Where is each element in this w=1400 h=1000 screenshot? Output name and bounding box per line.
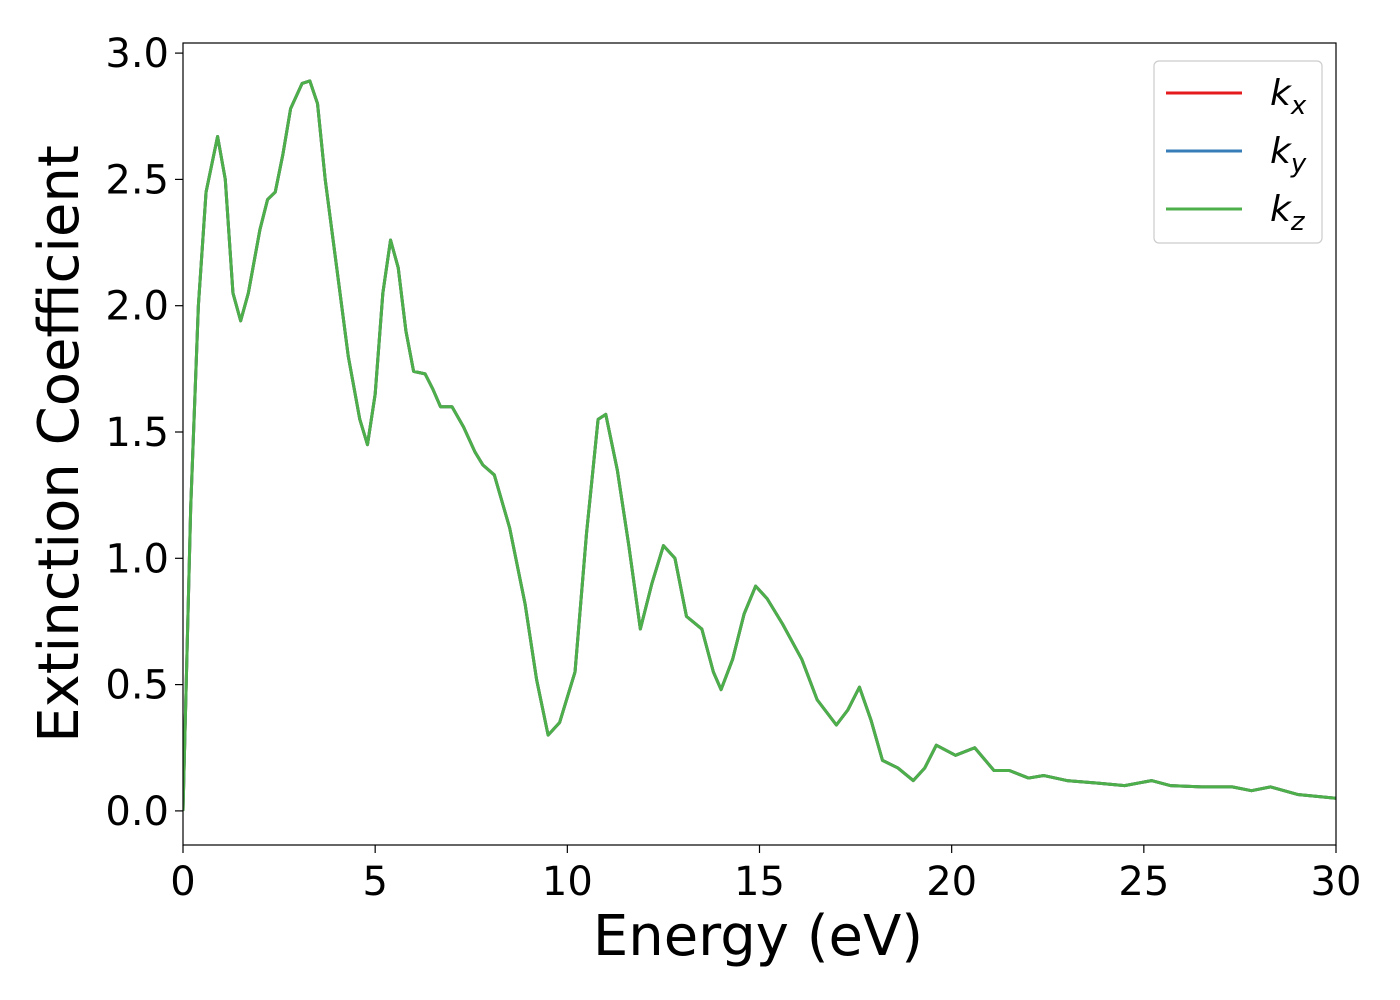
x-tick-label: 30	[1311, 859, 1362, 905]
plot-frame	[182, 42, 1337, 846]
y-tick-label: 3.0	[105, 31, 169, 77]
legend-label: kx	[1270, 73, 1307, 121]
data-line	[183, 79, 1336, 811]
y-tick-label: 0.5	[105, 663, 169, 709]
legend-label: ky	[1270, 131, 1307, 179]
y-tick-label: 1.0	[105, 536, 169, 582]
y-tick-label: 2.5	[105, 157, 169, 203]
x-tick-label: 10	[542, 859, 593, 905]
y-tick-label: 2.0	[105, 284, 169, 330]
x-tick-label: 20	[926, 859, 977, 905]
y-tick-label: 0.0	[105, 789, 169, 835]
x-tick-label: 25	[1118, 859, 1169, 905]
x-tick-label: 15	[734, 859, 785, 905]
y-axis-label: Extinction Coefficient	[27, 145, 92, 743]
x-axis-label: Energy (eV)	[593, 904, 923, 969]
x-tick-label: 0	[170, 859, 195, 905]
legend-label: kz	[1270, 189, 1306, 237]
y-tick-label: 1.5	[105, 410, 169, 456]
x-tick-label: 5	[362, 859, 387, 905]
